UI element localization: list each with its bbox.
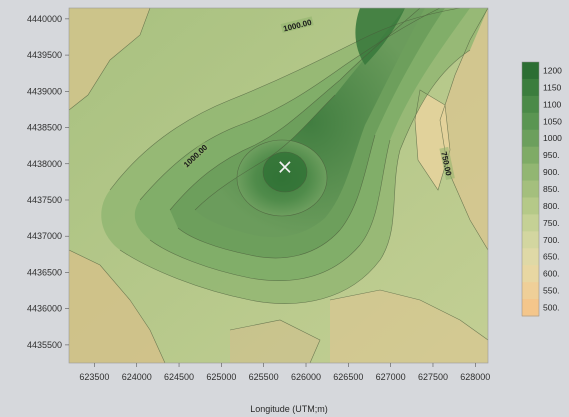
legend-swatch <box>522 163 539 182</box>
y-tick-label: 4439000 <box>27 86 62 96</box>
legend-swatch <box>522 129 539 148</box>
x-tick-label: 626000 <box>291 372 321 382</box>
legend-label: 1150 <box>543 82 562 92</box>
peak-marker-icon: × <box>276 154 293 178</box>
x-tick-label: 625500 <box>249 372 279 382</box>
legend-label: 900. <box>543 167 560 177</box>
legend-swatch <box>522 231 539 249</box>
y-tick-label: 4436000 <box>27 304 62 314</box>
legend-label: 950. <box>543 150 560 160</box>
x-tick-label: 628000 <box>460 372 490 382</box>
legend-swatch <box>522 265 539 283</box>
x-tick-label: 624500 <box>164 372 194 382</box>
y-tick-label: 4439500 <box>27 50 62 60</box>
legend-swatch <box>522 180 539 198</box>
legend-label: 1100 <box>543 99 562 109</box>
legend-swatch <box>522 299 539 317</box>
legend-label: 600. <box>543 269 560 279</box>
x-tick-label: 626500 <box>333 372 363 382</box>
legend-swatch <box>522 197 539 215</box>
x-tick-label: 627500 <box>418 372 448 382</box>
legend-label: 700. <box>543 235 560 245</box>
legend-label: 1050 <box>543 116 562 126</box>
legend-swatch <box>522 78 539 97</box>
legend-swatch <box>522 282 539 300</box>
x-tick-label: 625000 <box>206 372 236 382</box>
legend-label: 550. <box>543 286 560 296</box>
legend-label: 750. <box>543 218 560 228</box>
legend-label: 500. <box>543 303 560 313</box>
legend-swatch <box>522 248 539 266</box>
y-tick-label: 4440000 <box>27 14 62 24</box>
x-axis-title: Longitude (UTM;m) <box>250 404 328 414</box>
x-axis-ticks: 623500 624000 624500 625000 625500 626000 6265… <box>79 363 490 382</box>
y-axis-ticks: 4440000 4439500 4439000 4438500 4438000 44375… <box>27 14 69 350</box>
y-tick-label: 4436500 <box>27 267 62 277</box>
legend-swatch <box>522 62 539 80</box>
legend-label: 650. <box>543 252 560 262</box>
x-tick-label: 627000 <box>376 372 406 382</box>
legend-swatch <box>522 146 539 165</box>
legend-label: 1200 <box>543 65 562 75</box>
legend-swatch <box>522 214 539 232</box>
legend-label: 800. <box>543 201 560 211</box>
y-tick-label: 4437500 <box>27 195 62 205</box>
y-tick-label: 4435500 <box>27 340 62 350</box>
x-tick-label: 623500 <box>79 372 109 382</box>
legend-label: 850. <box>543 184 560 194</box>
legend-swatch <box>522 95 539 114</box>
x-tick-label: 624000 <box>122 372 152 382</box>
elevation-legend: 1200 1150 1100 1050 1000 950. 900. 850. 800. 750.… <box>521 61 562 317</box>
legend-swatch <box>522 112 539 131</box>
y-tick-label: 4438500 <box>27 123 62 133</box>
legend-label: 1000 <box>543 133 562 143</box>
y-tick-label: 4437000 <box>27 231 62 241</box>
y-tick-label: 4438000 <box>27 159 62 169</box>
